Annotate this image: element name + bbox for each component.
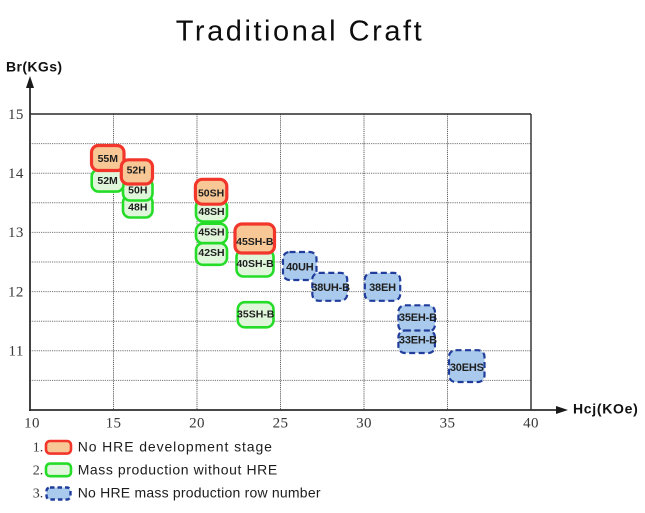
svg-text:48H: 48H: [128, 202, 147, 214]
svg-text:2.: 2.: [33, 463, 44, 478]
svg-text:Mass production without HRE: Mass production without HRE: [78, 461, 278, 477]
svg-text:15: 15: [8, 107, 24, 123]
svg-text:25: 25: [273, 416, 289, 432]
svg-text:14: 14: [8, 166, 24, 182]
svg-text:11: 11: [9, 344, 24, 360]
svg-text:13: 13: [8, 225, 24, 241]
svg-text:45SH: 45SH: [198, 226, 224, 238]
svg-text:38EH: 38EH: [369, 282, 396, 294]
svg-text:42SH: 42SH: [198, 247, 224, 259]
svg-text:Br(KGs): Br(KGs): [6, 59, 62, 75]
svg-text:55M: 55M: [98, 153, 119, 165]
svg-text:Traditional Craft: Traditional Craft: [176, 16, 425, 48]
svg-text:50SH: 50SH: [198, 187, 224, 199]
svg-text:35SH-B: 35SH-B: [237, 309, 275, 321]
svg-text:38UH-B: 38UH-B: [311, 282, 350, 294]
svg-text:3.: 3.: [33, 487, 44, 502]
svg-text:12: 12: [8, 284, 24, 300]
svg-text:10: 10: [24, 416, 40, 432]
svg-text:52M: 52M: [97, 175, 118, 187]
svg-text:35: 35: [440, 416, 456, 432]
svg-text:35EH-B: 35EH-B: [399, 312, 437, 324]
svg-text:30EHS: 30EHS: [450, 362, 484, 374]
svg-text:52H: 52H: [127, 164, 146, 176]
svg-text:No HRE mass production row num: No HRE mass production row number: [78, 485, 321, 501]
svg-text:Hcj(KOe): Hcj(KOe): [573, 401, 639, 417]
svg-text:33EH-B: 33EH-B: [399, 335, 437, 347]
svg-text:15: 15: [106, 416, 122, 432]
svg-text:1.: 1.: [33, 441, 44, 456]
svg-text:40SH-B: 40SH-B: [236, 258, 274, 270]
svg-text:No HRE development stage: No HRE development stage: [78, 439, 273, 455]
svg-text:48SH: 48SH: [198, 206, 224, 218]
svg-text:40UH: 40UH: [286, 262, 314, 274]
svg-text:20: 20: [189, 416, 205, 432]
svg-text:30: 30: [356, 416, 372, 432]
svg-text:40: 40: [523, 416, 539, 432]
svg-text:50H: 50H: [128, 185, 147, 197]
svg-text:45SH-B: 45SH-B: [236, 236, 274, 248]
